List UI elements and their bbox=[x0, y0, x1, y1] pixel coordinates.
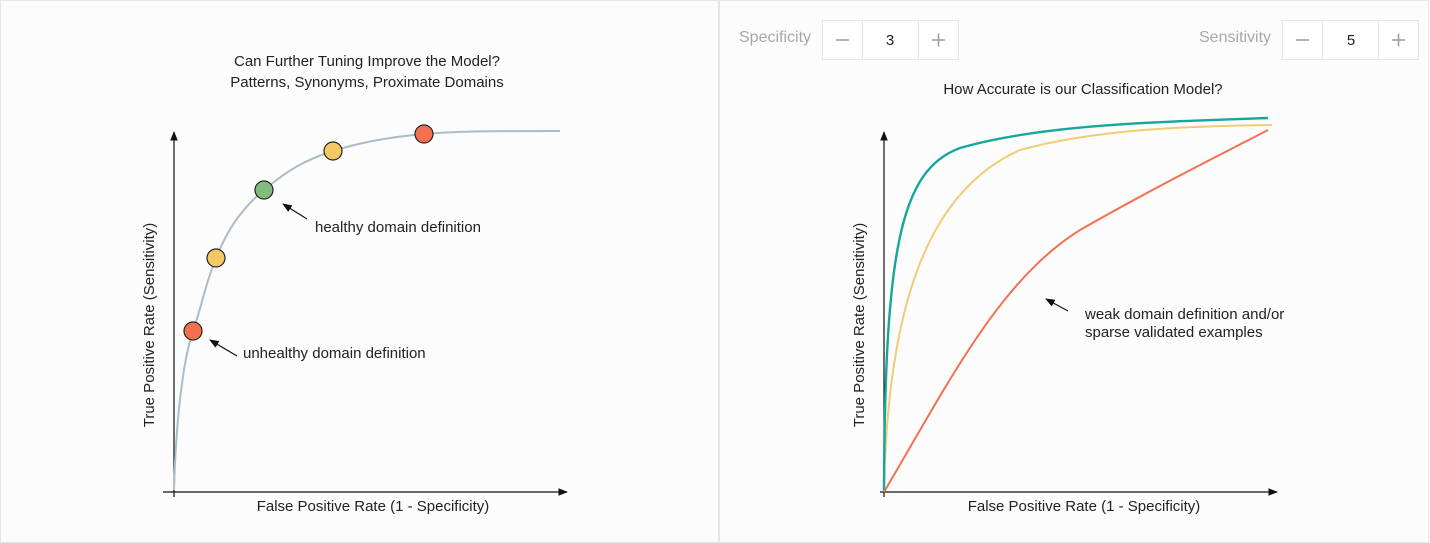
decrement-button[interactable] bbox=[822, 20, 863, 60]
y-axis-label: True Positive Rate (Sensitivity) bbox=[141, 223, 158, 428]
right-panel bbox=[719, 0, 1429, 543]
control-value: 3 bbox=[886, 32, 894, 49]
point bbox=[254, 180, 274, 200]
value-box[interactable] bbox=[862, 20, 919, 60]
y-axis-label: True Positive Rate (Sensitivity) bbox=[851, 223, 868, 428]
curve-weak bbox=[883, 129, 1269, 493]
left-panel bbox=[0, 0, 719, 543]
point bbox=[323, 141, 343, 161]
title-line: Patterns, Synonyms, Proximate Domains bbox=[230, 74, 503, 91]
annotation: healthy domain definition bbox=[315, 219, 481, 236]
point bbox=[414, 124, 434, 144]
annotation: sparse validated examples bbox=[1085, 324, 1263, 341]
x-axis-label: False Positive Rate (1 - Specificity) bbox=[257, 498, 490, 515]
value-box[interactable] bbox=[1322, 20, 1379, 60]
increment-button[interactable] bbox=[1378, 20, 1419, 60]
point bbox=[183, 321, 203, 341]
stepper: 5 bbox=[1282, 20, 1419, 60]
decrement-button[interactable] bbox=[1282, 20, 1323, 60]
control-label: Sensitivity bbox=[1199, 29, 1271, 46]
curve-medium bbox=[883, 124, 1273, 491]
arrow bbox=[209, 339, 238, 357]
arrow bbox=[282, 203, 308, 220]
annotation: weak domain definition and/or bbox=[1084, 306, 1284, 323]
point bbox=[206, 248, 226, 268]
title-line: Can Further Tuning Improve the Model? bbox=[234, 53, 500, 70]
x-axis-label: False Positive Rate (1 - Specificity) bbox=[968, 498, 1201, 515]
chart-title: How Accurate is our Classification Model… bbox=[943, 81, 1222, 98]
curve-strong bbox=[882, 116, 1269, 491]
increment-button[interactable] bbox=[918, 20, 959, 60]
control-value: 5 bbox=[1347, 32, 1355, 49]
control-label: Specificity bbox=[739, 29, 811, 46]
arrow bbox=[1045, 298, 1069, 312]
annotation: unhealthy domain definition bbox=[243, 345, 426, 362]
stepper: 3 bbox=[822, 20, 959, 60]
